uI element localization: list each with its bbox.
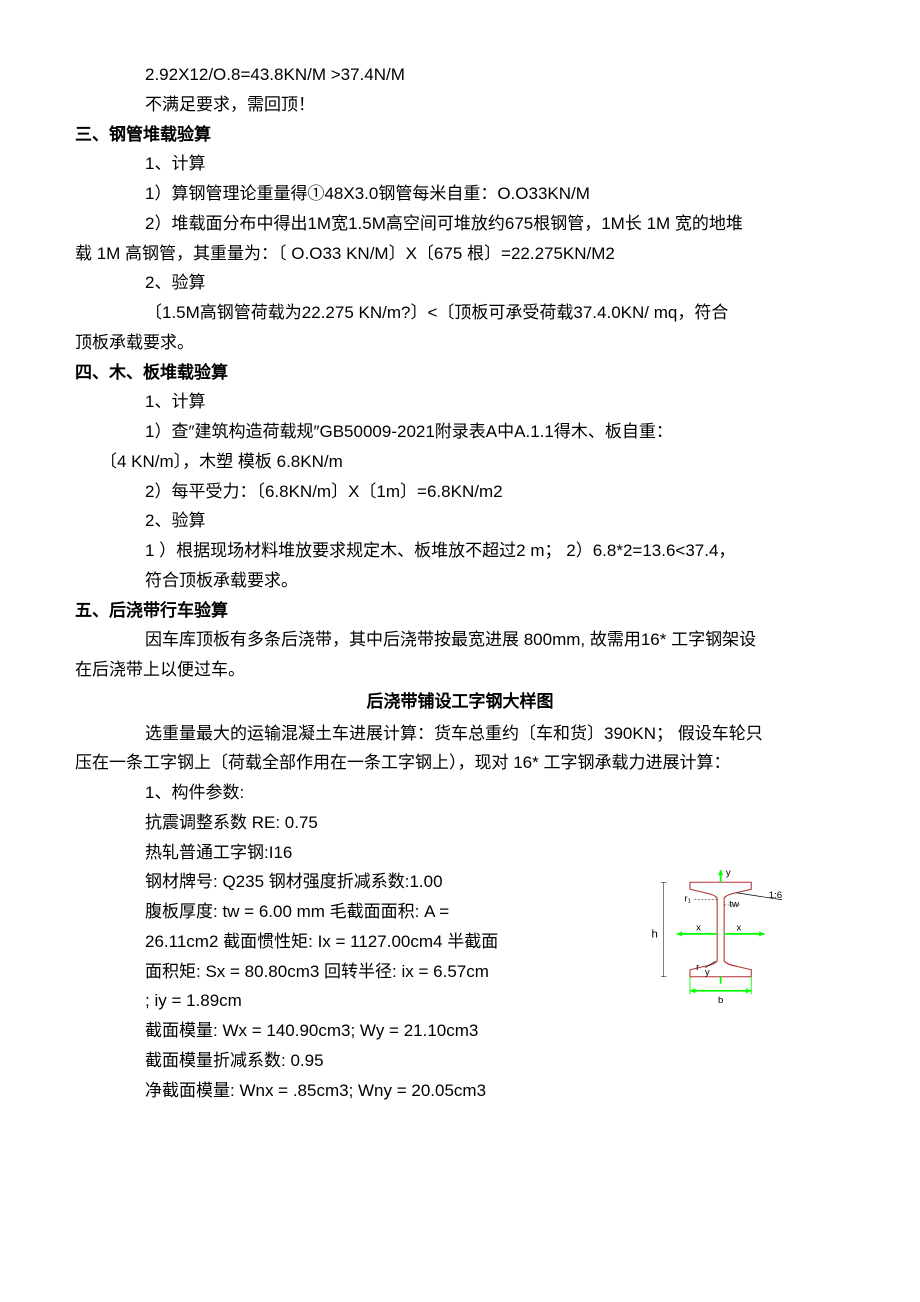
text-line: 1、计算 [75,149,845,179]
text-line: 2、验算 [75,268,845,298]
text-line: 2）堆载面分布中得出1M宽1.5M高空间可堆放约675根钢管，1M长 1M 宽的… [75,209,845,239]
sub-heading: 后浇带铺设工字钢大样图 [75,687,845,717]
section-heading-3: 三、钢管堆载验算 [75,120,845,150]
text-line: 选重量最大的运输混凝土车进展计算：货车总重约〔车和货〕390KN； 假设车轮只 [75,719,845,749]
param-line: 截面模量折减系数: 0.95 [145,1046,845,1076]
text-line: 1）查″建筑构造荷载规″GB50009-2021附录表A中A.1.1得木、板自重… [75,417,845,447]
param-line: 截面模量: Wx = 140.90cm3; Wy = 21.10cm3 [145,1016,845,1046]
text-line: 符合顶板承载要求。 [75,566,845,596]
param-line: 抗震调整系数 RE: 0.75 [145,808,845,838]
svg-text:y: y [705,967,710,978]
text-line: 载 1M 高钢管，其重量为：〔 O.O33 KN/M〕X〔675 根〕=22.2… [75,239,845,269]
text-line: 2、验算 [75,506,845,536]
svg-text:x: x [736,922,741,933]
svg-text:r₁: r₁ [684,893,690,904]
param-line: 净截面模量: Wnx = .85cm3; Wny = 20.05cm3 [145,1076,845,1106]
param-line: 面积矩: Sx = 80.80cm3 回转半径: ix = 6.57cm [145,957,565,987]
section-heading-5: 五、后浇带行车验算 [75,596,845,626]
svg-text:b: b [718,995,723,1003]
text-line: 〔4 KN/m〕，木塑 模板 6.8KN/m [75,447,845,477]
svg-text:x: x [696,922,701,933]
param-line: 26.11cm2 截面惯性矩: Ix = 1127.00cm4 半截面 [145,927,565,957]
param-line: ; iy = 1.89cm [145,986,565,1016]
text-line: 1、构件参数: [75,778,845,808]
section-heading-4: 四、木、板堆载验算 [75,358,845,388]
text-line: 〔1.5M高钢管荷载为22.275 KN/m?〕<〔顶板可承受荷载37.4.0K… [75,298,845,328]
text-line: 1 ）根据现场材料堆放要求规定木、板堆放不超过2 m； 2）6.8*2=13.6… [75,536,845,566]
text-line: 1）算钢管理论重量得①48X3.0钢管每米自重：O.O33KN/M [75,179,845,209]
text-line: 1、计算 [75,387,845,417]
svg-text:h: h [652,928,658,940]
text-line: 因车库顶板有多条后浇带，其中后浇带按最宽进展 800mm, 故需用16* 工字钢… [75,625,845,655]
i-beam-diagram: yr₁tw1:6xxhryb [635,863,815,1003]
text-line: 在后浇带上以便过车。 [75,655,845,685]
parameter-block: 抗震调整系数 RE: 0.75 热轧普通工字钢:I16 钢材牌号: Q235 钢… [75,808,845,1106]
text-line: 顶板承载要求。 [75,328,845,358]
text-line: 压在一条工字钢上〔荷载全部作用在一条工字钢上），现对 16* 工字钢承载力进展计… [75,748,845,778]
svg-text:1:6: 1:6 [769,890,782,901]
svg-text:y: y [726,867,731,878]
param-line: 腹板厚度: tw = 6.00 mm 毛截面面积: A = [145,897,565,927]
calc-line: 2.92X12/O.8=43.8KN/M >37.4N/M [75,60,845,90]
svg-text:tw: tw [729,899,739,910]
text-line: 不满足要求，需回顶！ [75,90,845,120]
text-line: 2）每平受力：〔6.8KN/m〕X〔1m〕=6.8KN/m2 [75,477,845,507]
document-body: 2.92X12/O.8=43.8KN/M >37.4N/M 不满足要求，需回顶！… [75,60,845,1105]
